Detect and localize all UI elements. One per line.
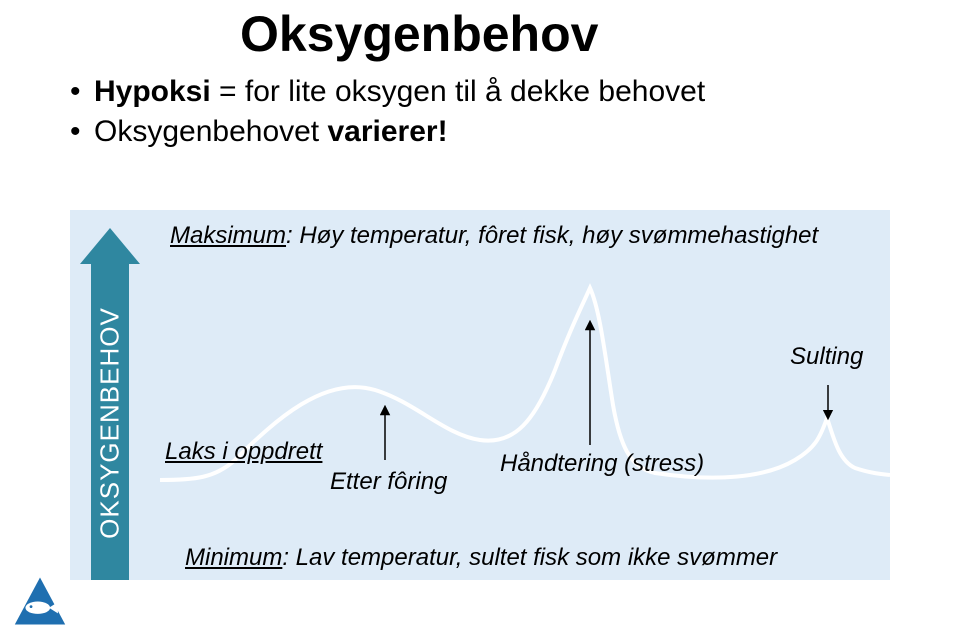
- bullet-list: •Hypoksi = for lite oksygen til å dekke …: [70, 75, 705, 155]
- page-title: Oksygenbehov: [240, 5, 598, 63]
- label-etter-foring: Etter fôring: [330, 468, 447, 496]
- maximum-word: Maksimum: [170, 222, 286, 249]
- minimum-rest: : Lav temperatur, sultet fisk som ikke s…: [282, 544, 777, 571]
- maximum-rest: : Høy temperatur, fôret fisk, høy svømme…: [286, 222, 818, 249]
- minimum-word: Minimum: [185, 544, 282, 571]
- bullet-1-term: Hypoksi: [94, 75, 211, 108]
- minimum-caption: Minimum: Lav temperatur, sultet fisk som…: [185, 544, 777, 572]
- bullet-2-pre: Oksygenbehovet: [94, 115, 327, 148]
- label-handtering: Håndtering (stress): [500, 450, 704, 478]
- brand-logo-icon: [12, 573, 68, 629]
- maximum-caption: Maksimum: Høy temperatur, fôret fisk, hø…: [170, 222, 818, 250]
- bullet-2-bold: varierer!: [327, 115, 447, 148]
- oxygen-demand-arrow: OKSYGENBEHOV: [80, 228, 140, 580]
- label-laks-i-oppdrett: Laks i oppdrett: [165, 438, 322, 466]
- bullet-1-rest: = for lite oksygen til å dekke behovet: [211, 75, 705, 108]
- arrow-axis-label: OKSYGENBEHOV: [95, 307, 126, 539]
- bullet-1: •Hypoksi = for lite oksygen til å dekke …: [70, 75, 705, 109]
- oxygen-demand-curve: [155, 260, 890, 530]
- label-sulting: Sulting: [790, 343, 863, 371]
- bullet-2: •Oksygenbehovet varierer!: [70, 115, 705, 149]
